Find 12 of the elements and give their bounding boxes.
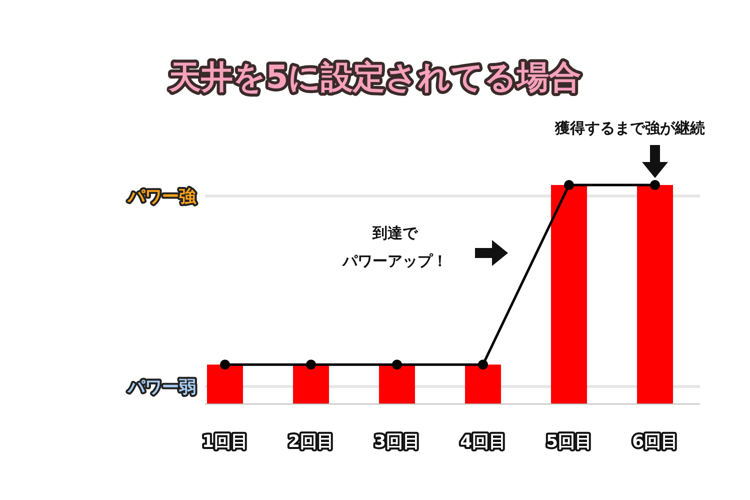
x-tick-label: 5回目	[546, 432, 592, 452]
x-tick-label: 4回目	[460, 432, 506, 452]
x-tick-label: 3回目	[374, 432, 420, 452]
text: 獲得するまで強が継続	[554, 119, 705, 137]
ref-line-label: パワー強	[127, 186, 197, 207]
x-tick-label: 6回目	[632, 432, 678, 452]
x-tick-label: 1回目	[202, 432, 248, 452]
annotation: 到達で	[372, 224, 418, 242]
ref-line-label: パワー弱	[127, 377, 196, 398]
annotation: パワーアップ！	[342, 252, 448, 270]
chart-title: 天井を5に設定されてる場合	[168, 58, 582, 96]
x-tick-label: 2回目	[288, 432, 334, 452]
